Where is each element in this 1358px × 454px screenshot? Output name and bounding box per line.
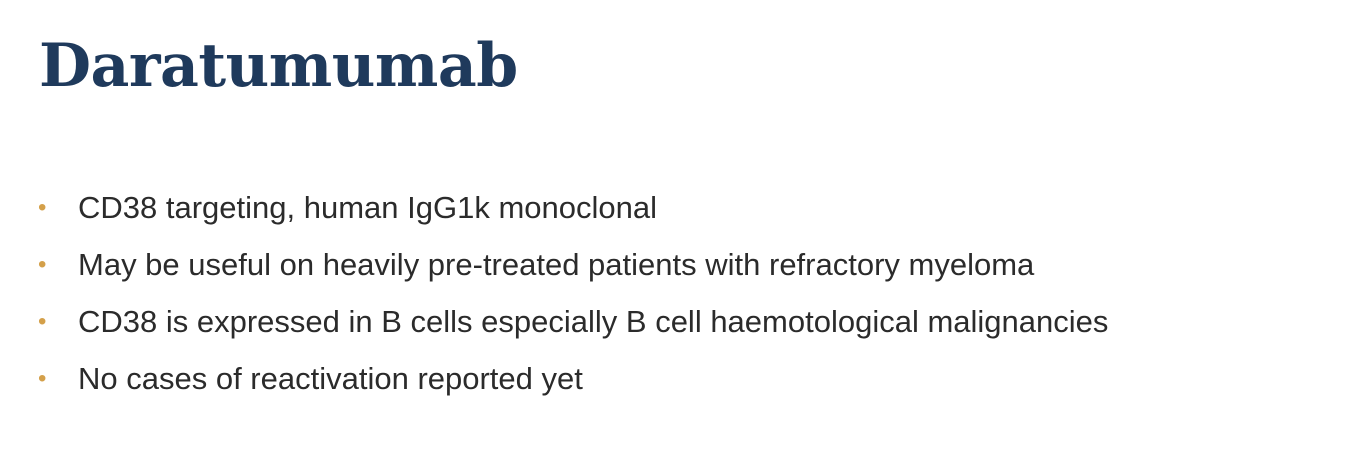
bullet-item: • No cases of reactivation reported yet <box>38 357 1338 414</box>
bullet-item: • CD38 is expressed in B cells especiall… <box>38 300 1338 357</box>
bullet-marker-icon: • <box>38 194 47 221</box>
bullet-item: • CD38 targeting, human IgG1k monoclonal <box>38 186 1338 243</box>
bullet-text: CD38 targeting, human IgG1k monoclonal <box>78 190 657 225</box>
bullet-list: • CD38 targeting, human IgG1k monoclonal… <box>38 186 1338 414</box>
bullet-marker-icon: • <box>38 251 47 278</box>
bullet-text: May be useful on heavily pre-treated pat… <box>78 247 1035 282</box>
bullet-item: • May be useful on heavily pre-treated p… <box>38 243 1338 300</box>
bullet-text: CD38 is expressed in B cells especially … <box>78 304 1109 339</box>
bullet-marker-icon: • <box>38 308 47 335</box>
bullet-text: No cases of reactivation reported yet <box>78 361 583 396</box>
bullet-marker-icon: • <box>38 365 47 392</box>
slide-title: Daratumumab <box>39 31 518 101</box>
